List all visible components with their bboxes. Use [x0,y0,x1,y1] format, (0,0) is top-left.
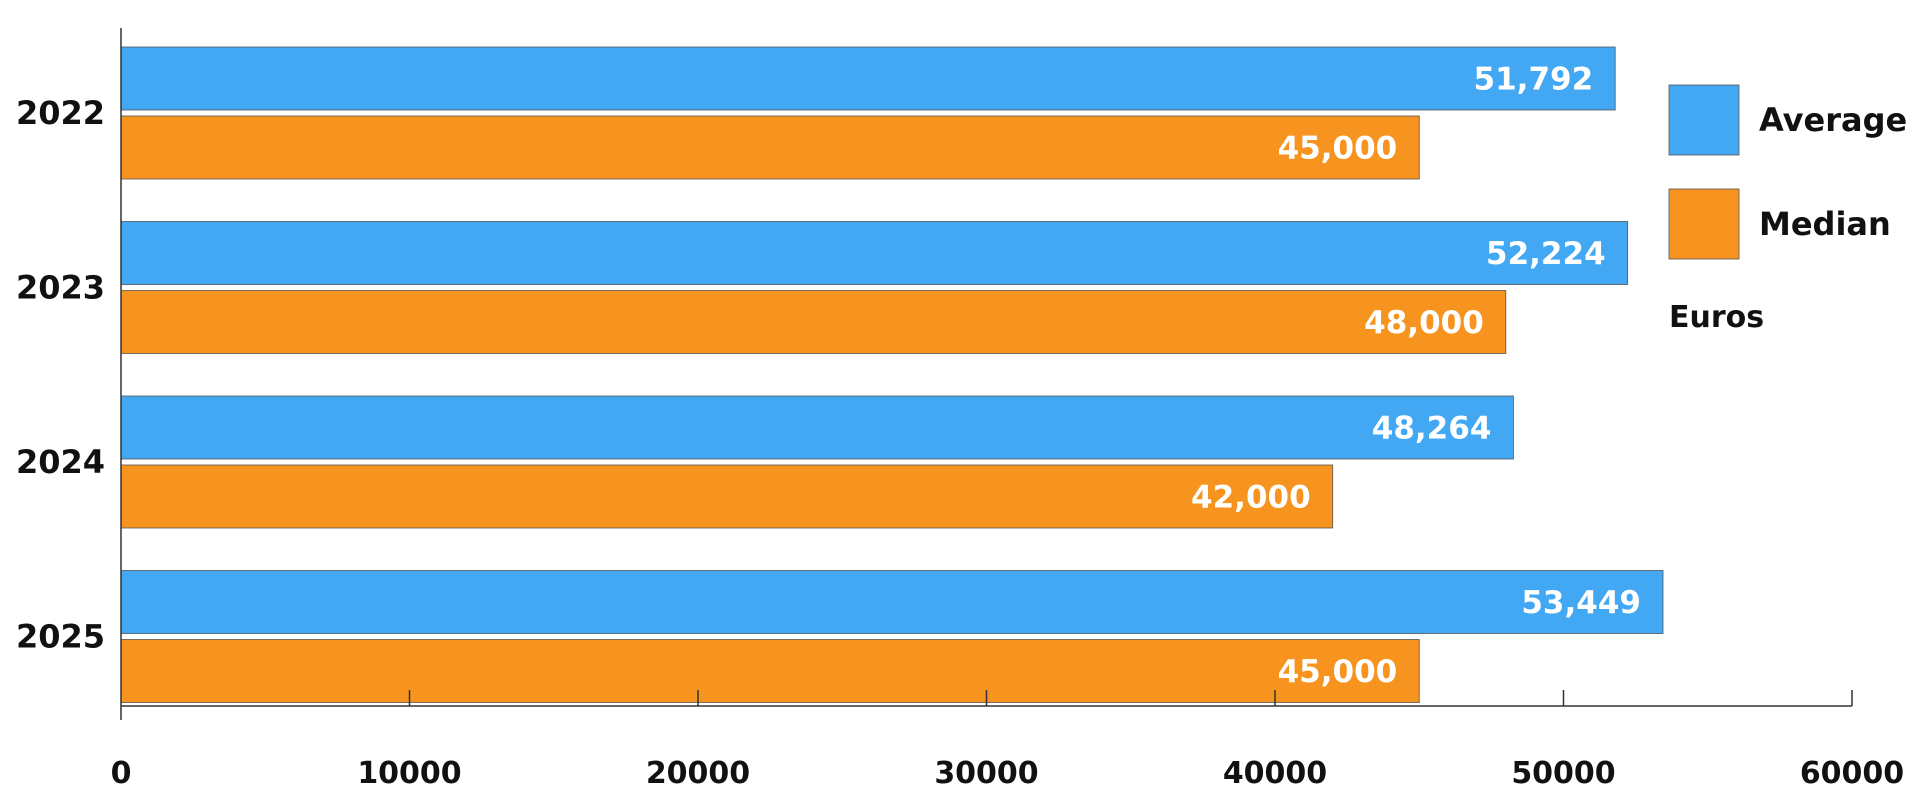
legend: Average Median Euros [1668,84,1907,335]
category-label-2024: 2024 [16,443,105,481]
bar-label-median-2022: 45,000 [1278,131,1398,167]
bar-label-median-2025: 45,000 [1278,654,1398,690]
x-tick-label-30000: 30000 [934,756,1038,791]
x-ticks-layer: 0 10000 20000 30000 40000 50000 60000 [111,690,1904,791]
category-labels-layer: 2022 2023 2024 2025 [16,94,105,656]
bar-label-median-2024: 42,000 [1191,480,1311,516]
bar-label-average-2023: 52,224 [1486,236,1606,272]
category-label-2025: 2025 [16,618,105,656]
x-tick-label-10000: 10000 [357,756,461,791]
unit-label: Euros [1669,300,1764,335]
bar-median-2023 [120,290,1507,354]
legend-swatch-average [1668,84,1740,156]
x-tick-label-40000: 40000 [1223,756,1327,791]
bar-median-2025 [120,639,1420,703]
bar-average-2024 [120,395,1514,460]
x-tick-label-20000: 20000 [646,756,750,791]
legend-label-average: Average [1759,101,1907,139]
legend-label-median: Median [1759,205,1891,243]
x-tick-label-60000: 60000 [1800,756,1904,791]
bar-label-average-2025: 53,449 [1521,585,1641,621]
bar-median-2024 [120,464,1334,529]
x-tick-label-50000: 50000 [1511,756,1615,791]
category-label-2023: 2023 [16,269,105,307]
bar-label-average-2024: 48,264 [1372,411,1492,447]
bar-average-2025 [120,570,1664,634]
bar-median-2022 [120,115,1420,180]
bar-average-2022 [120,46,1616,111]
bar-average-2023 [120,221,1629,285]
category-label-2022: 2022 [16,94,105,132]
x-tick-label-0: 0 [111,756,132,791]
legend-swatch-median [1668,188,1740,260]
bar-label-median-2023: 48,000 [1364,305,1484,341]
bar-label-average-2022: 51,792 [1474,62,1594,98]
